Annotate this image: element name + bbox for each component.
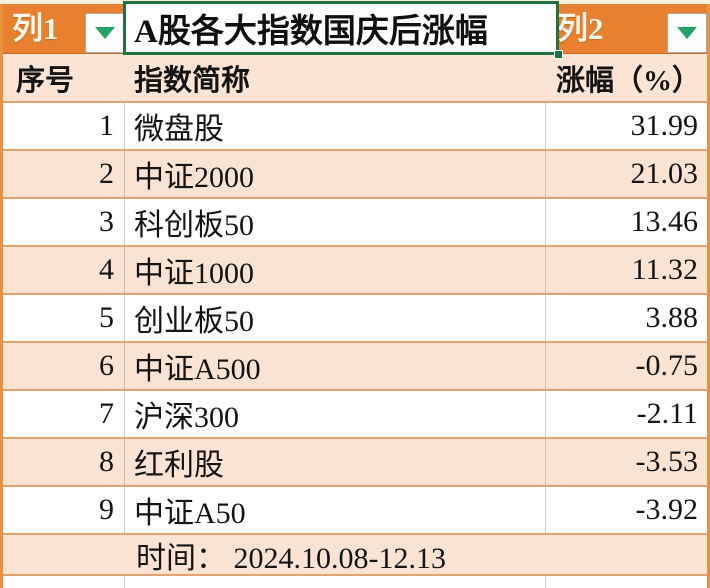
date-range-text: 时间： 2024.10.08-12.13 xyxy=(136,541,446,575)
change-cell[interactable]: 3.88 xyxy=(545,295,707,341)
change-cell[interactable]: 13.46 xyxy=(545,199,707,245)
change-cell[interactable]: 31.99 xyxy=(545,103,707,149)
empty-cell[interactable] xyxy=(3,576,125,588)
dropdown-arrow-icon xyxy=(95,27,115,39)
empty-cell[interactable] xyxy=(545,576,707,588)
row-index-cell[interactable]: 3 xyxy=(3,199,125,245)
row-index-cell[interactable]: 2 xyxy=(3,151,125,197)
index-name-cell[interactable]: 中证2000 xyxy=(134,161,254,194)
column2-filter-button[interactable] xyxy=(667,13,707,53)
table-row: 5 创业板50 3.88 xyxy=(3,293,707,341)
index-name-cell[interactable]: 红利股 xyxy=(134,449,224,482)
table-filter-row: 列1 A股各大指数国庆后涨幅 列2 xyxy=(3,1,707,59)
column1-filter-button[interactable] xyxy=(85,13,125,53)
column2-header-label: 列2 xyxy=(557,11,604,46)
change-cell[interactable]: 11.32 xyxy=(545,247,707,293)
row-index-cell[interactable]: 7 xyxy=(3,391,125,437)
index-name-cell[interactable]: 中证A50 xyxy=(134,497,246,530)
table-row: 7 沪深300 -2.11 xyxy=(3,389,707,437)
table-row: 8 红利股 -3.53 xyxy=(3,437,707,485)
change-cell[interactable]: -2.11 xyxy=(545,391,707,437)
header-index-name[interactable]: 指数简称 xyxy=(134,64,251,97)
selected-title-cell[interactable]: A股各大指数国庆后涨幅 xyxy=(123,1,563,59)
table-row: 4 中证1000 11.32 xyxy=(3,245,707,293)
header-change-pct[interactable]: 涨幅（%） xyxy=(555,64,701,97)
date-range-row[interactable]: 时间： 2024.10.08-12.13 xyxy=(3,533,707,576)
change-cell[interactable]: -3.53 xyxy=(545,439,707,485)
dropdown-arrow-icon xyxy=(677,27,697,39)
table-header-row: 序号 指数简称 涨幅（%） xyxy=(3,54,707,101)
change-cell[interactable]: -3.92 xyxy=(545,487,707,533)
row-index-cell[interactable]: 1 xyxy=(3,103,125,149)
index-name-cell[interactable]: 微盘股 xyxy=(134,113,224,146)
index-name-cell[interactable]: 中证A500 xyxy=(134,353,261,386)
table-row: 9 中证A50 -3.92 xyxy=(3,485,707,533)
table-row: 2 中证2000 21.03 xyxy=(3,149,707,197)
change-cell[interactable]: -0.75 xyxy=(545,343,707,389)
empty-cell[interactable] xyxy=(125,576,545,588)
index-name-cell[interactable]: 沪深300 xyxy=(134,401,239,434)
row-index-cell[interactable]: 4 xyxy=(3,247,125,293)
table-title: A股各大指数国庆后涨幅 xyxy=(134,14,488,50)
header-index-no[interactable]: 序号 xyxy=(16,64,75,97)
change-cell[interactable]: 21.03 xyxy=(545,151,707,197)
index-name-cell[interactable]: 创业板50 xyxy=(134,305,254,338)
table-row: 1 微盘股 31.99 xyxy=(3,101,707,149)
table-row: 3 科创板50 13.46 xyxy=(3,197,707,245)
table-row: 6 中证A500 -0.75 xyxy=(3,341,707,389)
row-index-cell[interactable]: 9 xyxy=(3,487,125,533)
row-index-cell[interactable]: 6 xyxy=(3,343,125,389)
cell-fill-handle[interactable] xyxy=(554,50,563,59)
empty-row xyxy=(3,576,707,588)
index-name-cell[interactable]: 科创板50 xyxy=(134,209,254,242)
index-name-cell[interactable]: 中证1000 xyxy=(134,257,254,290)
row-index-cell[interactable]: 5 xyxy=(3,295,125,341)
row-index-cell[interactable]: 8 xyxy=(3,439,125,485)
column1-header-label: 列1 xyxy=(12,11,59,46)
